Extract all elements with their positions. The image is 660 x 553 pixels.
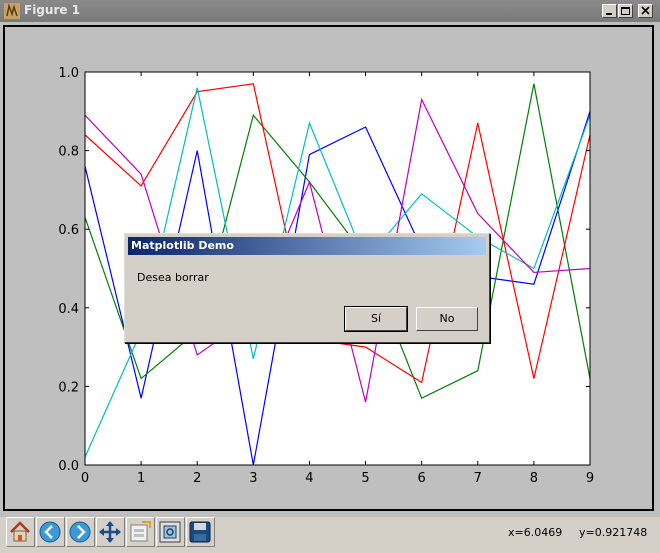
home-button[interactable]	[6, 517, 35, 547]
back-icon	[39, 521, 61, 543]
x-tick-label: 8	[530, 471, 538, 486]
x-tick-label: 7	[474, 471, 482, 486]
tick-layer: 0 1 2 3 4 5 6 7 8 9 0.0 0.2 0.4 0.6 0.8 1.0	[58, 66, 594, 486]
dialog-message: Desea borrar	[137, 271, 209, 284]
navigation-toolbar	[0, 517, 660, 553]
subplots-button[interactable]	[126, 517, 155, 547]
zoom-icon	[159, 521, 181, 543]
y-tick-label: 0.2	[58, 380, 79, 395]
x-tick-label: 6	[418, 471, 426, 486]
window-title: Figure 1	[24, 3, 81, 17]
confirm-dialog: Matplotlib Demo Desea borrar Sí No	[124, 233, 490, 343]
close-icon	[641, 6, 650, 15]
pan-icon	[99, 521, 121, 543]
x-tick-label: 3	[249, 471, 257, 486]
y-tick-label: 0.0	[58, 459, 79, 474]
minimize-button[interactable]	[602, 4, 617, 18]
y-tick-label: 1.0	[58, 66, 79, 81]
pan-button[interactable]	[96, 517, 125, 547]
cursor-x-readout: x=6.0469	[508, 526, 563, 539]
yes-button[interactable]: Sí	[344, 306, 408, 332]
y-tick-label: 0.8	[58, 145, 79, 160]
home-icon	[10, 521, 30, 542]
series-line-2	[84, 83, 591, 400]
y-tick-label: 0.6	[58, 223, 79, 238]
dialog-title: Matplotlib Demo	[128, 237, 486, 255]
x-tick-label: 5	[361, 471, 369, 486]
app-icon	[4, 3, 20, 19]
cursor-y-readout: y=0.921748	[579, 526, 648, 539]
canvas-border	[3, 25, 654, 511]
save-button[interactable]	[186, 517, 215, 547]
zoom-button[interactable]	[156, 517, 185, 547]
x-tick-label: 2	[193, 471, 201, 486]
x-tick-label: 0	[81, 471, 89, 486]
close-button[interactable]	[638, 4, 653, 18]
window-titlebar: Figure 1	[0, 0, 660, 22]
forward-button[interactable]	[66, 517, 95, 547]
save-icon	[189, 521, 211, 543]
axes-frame	[84, 71, 591, 466]
series-line-3	[84, 83, 591, 384]
no-button[interactable]: No	[416, 307, 478, 331]
x-tick-label: 9	[586, 471, 594, 486]
minimize-icon	[606, 13, 612, 15]
x-tick-label: 4	[305, 471, 313, 486]
series-line-4	[84, 87, 591, 458]
maximize-button[interactable]	[618, 4, 633, 18]
forward-icon	[69, 521, 91, 543]
subplots-icon	[130, 521, 151, 542]
maximize-icon	[621, 7, 630, 15]
back-button[interactable]	[36, 517, 65, 547]
y-tick-label: 0.4	[58, 302, 79, 317]
x-tick-label: 1	[137, 471, 145, 486]
